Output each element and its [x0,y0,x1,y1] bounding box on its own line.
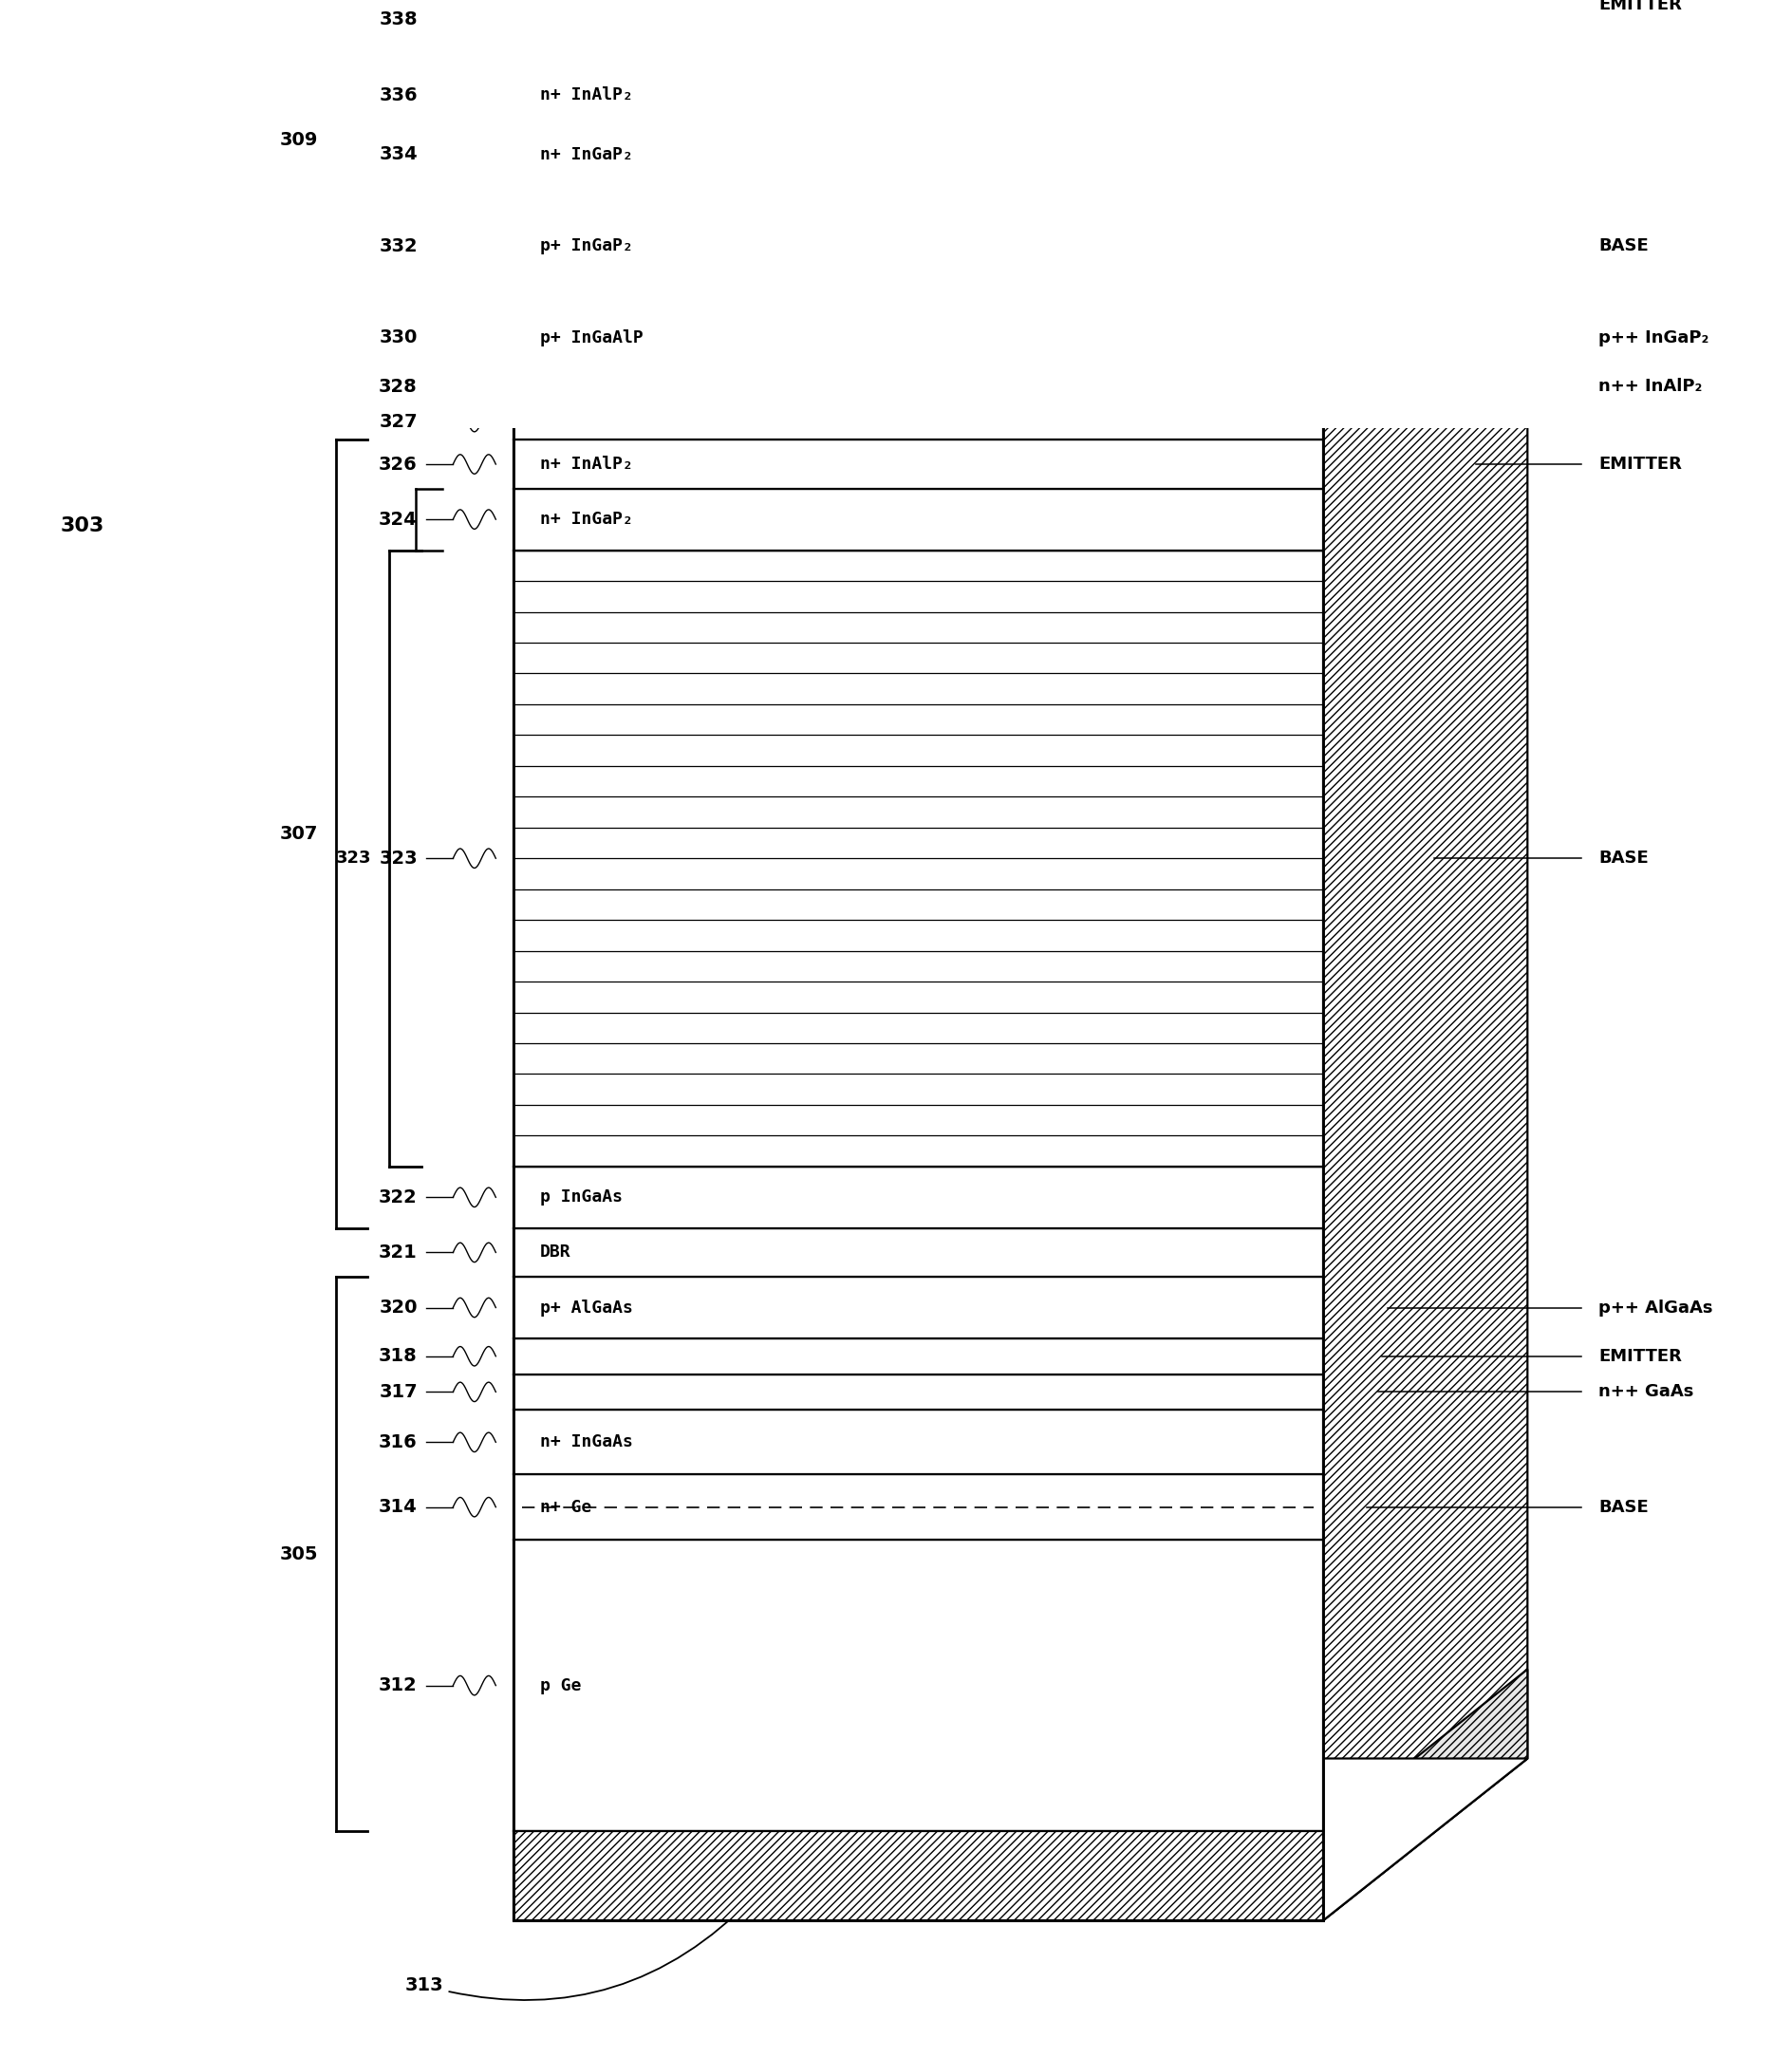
Bar [514,0,1322,66]
Bar [514,1831,1322,1921]
Text: n+ InGaAs: n+ InGaAs [539,1434,633,1450]
Text: 338: 338 [378,10,418,29]
Bar [514,1409,1322,1475]
Text: EMITTER: EMITTER [1598,457,1683,473]
Bar [514,1228,1322,1277]
Text: 323: 323 [335,850,371,866]
Text: 327: 327 [378,413,418,432]
Polygon shape [1322,0,1527,1921]
Text: BASE: BASE [1598,237,1649,255]
Polygon shape [1322,1670,1527,1921]
Bar [514,368,1322,405]
Bar [514,185,1322,306]
Text: 328: 328 [378,376,418,395]
Bar [514,1277,1322,1339]
Text: 317: 317 [378,1382,418,1401]
Bar [514,1374,1322,1409]
Text: n+ InGaP₂: n+ InGaP₂ [539,510,633,529]
Text: 318: 318 [378,1347,418,1366]
Text: 324: 324 [378,510,418,529]
Text: p+ AlGaAs: p+ AlGaAs [539,1300,633,1316]
Text: n+ InAlP₂: n+ InAlP₂ [539,86,633,103]
Bar [514,306,1322,368]
Text: EMITTER: EMITTER [1598,0,1683,14]
Polygon shape [514,1759,1527,1921]
Bar [514,1475,1322,1539]
Text: 332: 332 [378,237,418,255]
Text: n+ InAlP₂: n+ InAlP₂ [539,457,633,473]
Text: BASE: BASE [1598,1500,1649,1516]
Text: EMITTER: EMITTER [1598,1347,1683,1364]
Text: 309: 309 [280,132,317,148]
Text: p++ AlGaAs: p++ AlGaAs [1598,1300,1713,1316]
Text: 336: 336 [378,86,418,105]
Bar [514,66,1322,123]
Bar [514,440,1322,490]
Text: 312: 312 [378,1676,418,1695]
Bar [514,549,1322,1166]
Text: 303: 303 [59,516,104,535]
Text: n+ InGaP₂: n+ InGaP₂ [539,146,633,163]
Bar [514,490,1322,549]
Text: 326: 326 [378,455,418,473]
Text: 313: 313 [405,1897,753,1999]
Bar [514,405,1322,440]
Text: p Ge: p Ge [539,1676,582,1695]
Text: 316: 316 [378,1434,418,1452]
Text: 314: 314 [378,1497,418,1516]
Text: BASE: BASE [1598,850,1649,866]
Text: 305: 305 [280,1545,317,1563]
Bar [514,1339,1322,1374]
Text: DBR: DBR [539,1244,572,1261]
Text: p InGaAs: p InGaAs [539,1189,624,1205]
Bar [514,123,1322,185]
Text: 307: 307 [280,825,317,843]
Text: p++ InGaP₂: p++ InGaP₂ [1598,329,1710,346]
Text: 323: 323 [378,850,418,868]
Text: n++ GaAs: n++ GaAs [1598,1384,1693,1401]
Text: n++ InAlP₂: n++ InAlP₂ [1598,378,1702,395]
Text: 320: 320 [380,1298,418,1316]
Text: n+ Ge: n+ Ge [539,1500,591,1516]
Text: 322: 322 [378,1189,418,1205]
Bar [514,1166,1322,1228]
Bar [514,1539,1322,1831]
Text: 321: 321 [378,1242,418,1261]
Text: 330: 330 [380,329,418,348]
Text: p+ InGaP₂: p+ InGaP₂ [539,237,633,255]
Text: p+ InGaAlP: p+ InGaAlP [539,329,643,346]
Text: 334: 334 [378,146,418,163]
